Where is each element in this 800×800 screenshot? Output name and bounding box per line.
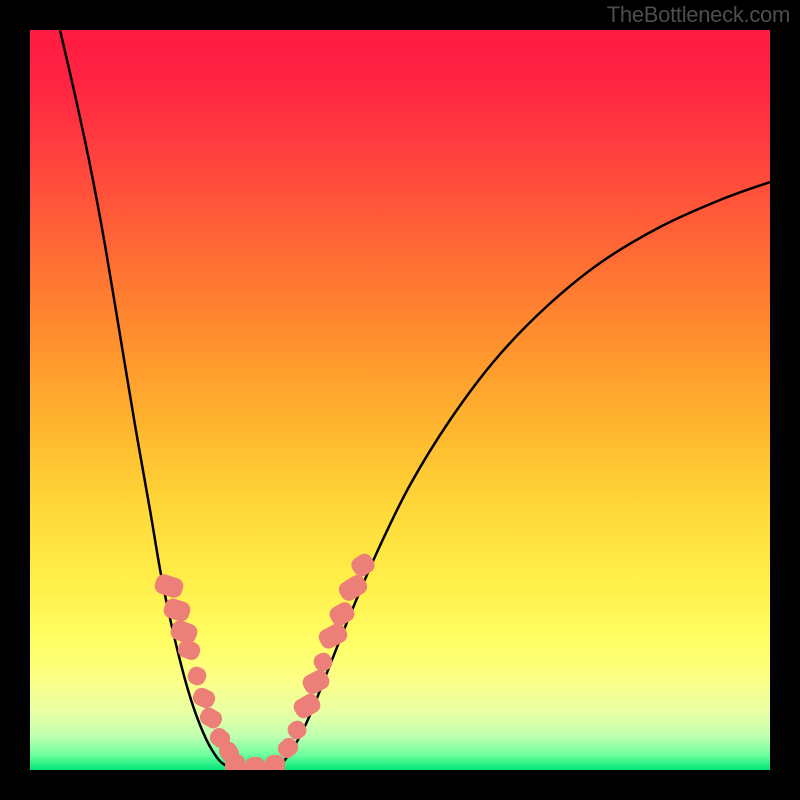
chart-svg xyxy=(0,0,800,800)
bottleneck-chart: TheBottleneck.com xyxy=(0,0,800,800)
watermark-text: TheBottleneck.com xyxy=(607,2,790,28)
plot-background xyxy=(30,30,770,770)
